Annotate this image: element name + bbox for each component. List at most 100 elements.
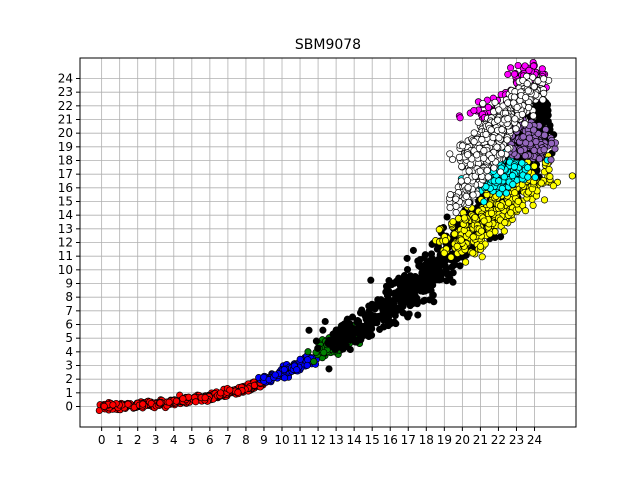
scatter-point bbox=[382, 316, 390, 324]
scatter-point bbox=[460, 214, 468, 222]
scatter-point bbox=[502, 189, 510, 197]
scatter-point bbox=[480, 147, 488, 155]
scatter-point bbox=[341, 333, 349, 341]
scatter-point bbox=[503, 136, 511, 144]
y-tick-label: 2 bbox=[65, 372, 73, 386]
x-tick-label: 2 bbox=[134, 433, 142, 447]
scatter-point bbox=[524, 164, 532, 172]
scatter-point bbox=[462, 258, 470, 266]
scatter-point bbox=[443, 277, 451, 285]
x-tick-label: 6 bbox=[206, 433, 214, 447]
x-tick-label: 12 bbox=[310, 433, 325, 447]
scatter-point bbox=[522, 93, 530, 102]
scatter-point bbox=[490, 164, 498, 172]
scatter-point bbox=[469, 233, 477, 241]
scatter-point bbox=[541, 131, 549, 139]
scatter-point bbox=[510, 70, 519, 78]
scatter-point bbox=[540, 196, 549, 204]
y-tick-label: 6 bbox=[65, 318, 73, 332]
scatter-point bbox=[450, 230, 459, 238]
scatter-point bbox=[464, 183, 472, 192]
scatter-point bbox=[335, 342, 343, 350]
scatter-point bbox=[420, 270, 429, 278]
scatter-point bbox=[517, 147, 525, 155]
scatter-point bbox=[453, 242, 461, 250]
scatter-point bbox=[504, 145, 512, 153]
scatter-point bbox=[501, 219, 509, 227]
y-tick-label: 21 bbox=[58, 113, 73, 127]
scatter-point bbox=[547, 156, 555, 164]
scatter-point bbox=[498, 126, 506, 134]
scatter-point bbox=[139, 400, 147, 408]
scatter-point bbox=[470, 129, 478, 137]
y-tick-label: 12 bbox=[58, 236, 73, 250]
scatter-point bbox=[476, 167, 484, 175]
scatter-point bbox=[521, 207, 530, 215]
scatter-point bbox=[521, 152, 529, 160]
scatter-point bbox=[310, 357, 318, 366]
scatter-point bbox=[428, 279, 436, 287]
scatter-point bbox=[403, 265, 412, 274]
scatter-point bbox=[465, 167, 473, 175]
scatter-point bbox=[271, 371, 279, 379]
scatter-point bbox=[430, 298, 438, 306]
x-tick-label: 3 bbox=[152, 433, 160, 447]
y-tick-label: 24 bbox=[58, 72, 73, 86]
scatter-point bbox=[447, 253, 455, 261]
scatter-point bbox=[405, 310, 413, 318]
scatter-point bbox=[304, 348, 312, 356]
scatter-point bbox=[497, 202, 505, 210]
scatter-point bbox=[363, 317, 371, 325]
scatter-point bbox=[530, 162, 538, 170]
scatter-point bbox=[281, 374, 289, 382]
scatter-point bbox=[345, 329, 353, 337]
scatter-point bbox=[529, 112, 537, 120]
y-tick-label: 9 bbox=[65, 277, 73, 291]
scatter-point bbox=[446, 270, 454, 278]
x-tick-label: 14 bbox=[347, 433, 362, 447]
scatter-point bbox=[429, 291, 437, 299]
scatter-point bbox=[314, 344, 322, 352]
scatter-point bbox=[525, 66, 533, 74]
scatter-point bbox=[390, 318, 398, 326]
scatter-point bbox=[494, 116, 502, 124]
x-tick-label: 10 bbox=[274, 433, 289, 447]
x-tick-label: 7 bbox=[224, 433, 232, 447]
scatter-point bbox=[469, 249, 477, 257]
scatter-point bbox=[471, 213, 479, 222]
scatter-point bbox=[519, 133, 527, 141]
scatter-point bbox=[374, 296, 382, 304]
scatter-point bbox=[568, 172, 576, 180]
scatter-point bbox=[428, 259, 437, 267]
scatter-point bbox=[551, 145, 559, 153]
y-tick-label: 16 bbox=[58, 181, 73, 195]
scatter-point bbox=[513, 103, 521, 112]
scatter-point bbox=[495, 134, 503, 142]
scatter-point bbox=[357, 336, 365, 344]
scatter-point bbox=[493, 143, 501, 151]
scatter-point bbox=[365, 326, 373, 334]
scatter-point bbox=[449, 278, 457, 286]
scatter-point bbox=[507, 64, 515, 72]
scatter-point bbox=[488, 209, 496, 217]
x-tick-label: 4 bbox=[170, 433, 178, 447]
scatter-point bbox=[478, 136, 486, 144]
scatter-point bbox=[540, 75, 548, 83]
scatter-point bbox=[398, 283, 406, 291]
scatter-point bbox=[388, 298, 396, 306]
x-tick-label: 0 bbox=[98, 433, 106, 447]
scatter-point bbox=[480, 217, 488, 225]
scatter-point bbox=[473, 151, 481, 159]
scatter-point bbox=[525, 104, 533, 112]
scatter-point bbox=[457, 236, 465, 244]
y-tick-label: 8 bbox=[65, 290, 73, 304]
scatter-point bbox=[486, 230, 494, 238]
scatter-point bbox=[390, 308, 398, 316]
y-tick-label: 18 bbox=[58, 154, 73, 168]
scatter-point bbox=[226, 386, 234, 394]
scatter-point bbox=[380, 323, 388, 331]
scatter-point bbox=[450, 259, 458, 267]
scatter-point bbox=[449, 218, 457, 226]
scatter-point bbox=[477, 227, 486, 235]
